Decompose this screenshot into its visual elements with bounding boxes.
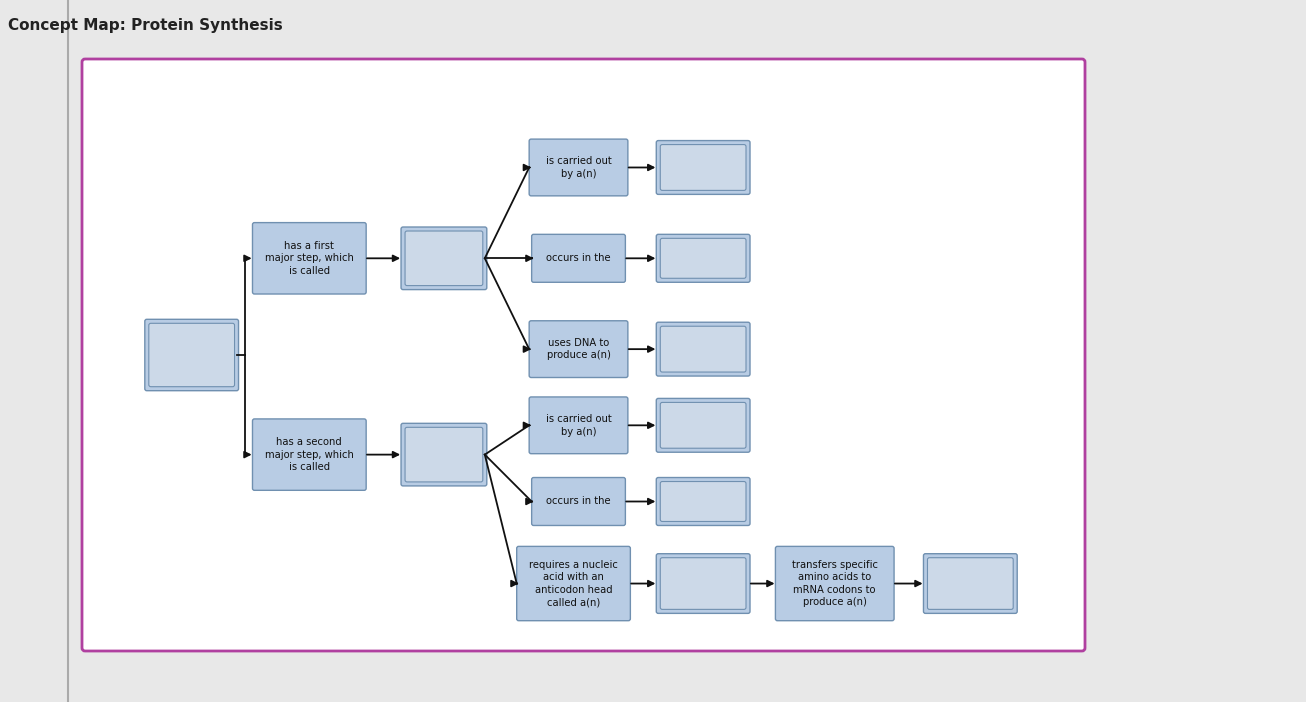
FancyBboxPatch shape xyxy=(657,322,750,376)
Text: Concept Map: Protein Synthesis: Concept Map: Protein Synthesis xyxy=(8,18,283,33)
FancyBboxPatch shape xyxy=(405,428,483,482)
Text: uses DNA to
produce a(n): uses DNA to produce a(n) xyxy=(547,338,610,360)
Text: requires a nucleic
acid with an
anticodon head
called a(n): requires a nucleic acid with an anticodo… xyxy=(529,560,618,607)
Text: is carried out
by a(n): is carried out by a(n) xyxy=(546,414,611,437)
FancyBboxPatch shape xyxy=(401,423,487,486)
FancyBboxPatch shape xyxy=(405,231,483,286)
FancyBboxPatch shape xyxy=(657,234,750,282)
FancyBboxPatch shape xyxy=(923,554,1017,614)
FancyBboxPatch shape xyxy=(529,321,628,378)
Text: transfers specific
amino acids to
mRNA codons to
produce a(n): transfers specific amino acids to mRNA c… xyxy=(791,560,878,607)
FancyBboxPatch shape xyxy=(517,546,631,621)
FancyBboxPatch shape xyxy=(145,319,239,391)
Text: is carried out
by a(n): is carried out by a(n) xyxy=(546,157,611,179)
FancyBboxPatch shape xyxy=(149,324,235,387)
FancyBboxPatch shape xyxy=(657,140,750,194)
FancyBboxPatch shape xyxy=(529,397,628,453)
FancyBboxPatch shape xyxy=(532,477,626,526)
FancyBboxPatch shape xyxy=(532,234,626,282)
FancyBboxPatch shape xyxy=(657,399,750,452)
FancyBboxPatch shape xyxy=(252,419,366,490)
FancyBboxPatch shape xyxy=(401,227,487,290)
Text: has a first
major step, which
is called: has a first major step, which is called xyxy=(265,241,354,276)
FancyBboxPatch shape xyxy=(252,223,366,294)
FancyBboxPatch shape xyxy=(661,482,746,522)
FancyBboxPatch shape xyxy=(82,59,1085,651)
Text: occurs in the: occurs in the xyxy=(546,253,611,263)
Text: occurs in the: occurs in the xyxy=(546,496,611,507)
FancyBboxPatch shape xyxy=(661,239,746,278)
FancyBboxPatch shape xyxy=(927,557,1013,609)
FancyBboxPatch shape xyxy=(661,402,746,448)
FancyBboxPatch shape xyxy=(661,557,746,609)
FancyBboxPatch shape xyxy=(657,477,750,526)
FancyBboxPatch shape xyxy=(661,326,746,372)
FancyBboxPatch shape xyxy=(657,554,750,614)
FancyBboxPatch shape xyxy=(529,139,628,196)
FancyBboxPatch shape xyxy=(776,546,895,621)
FancyBboxPatch shape xyxy=(661,145,746,190)
Text: has a second
major step, which
is called: has a second major step, which is called xyxy=(265,437,354,472)
